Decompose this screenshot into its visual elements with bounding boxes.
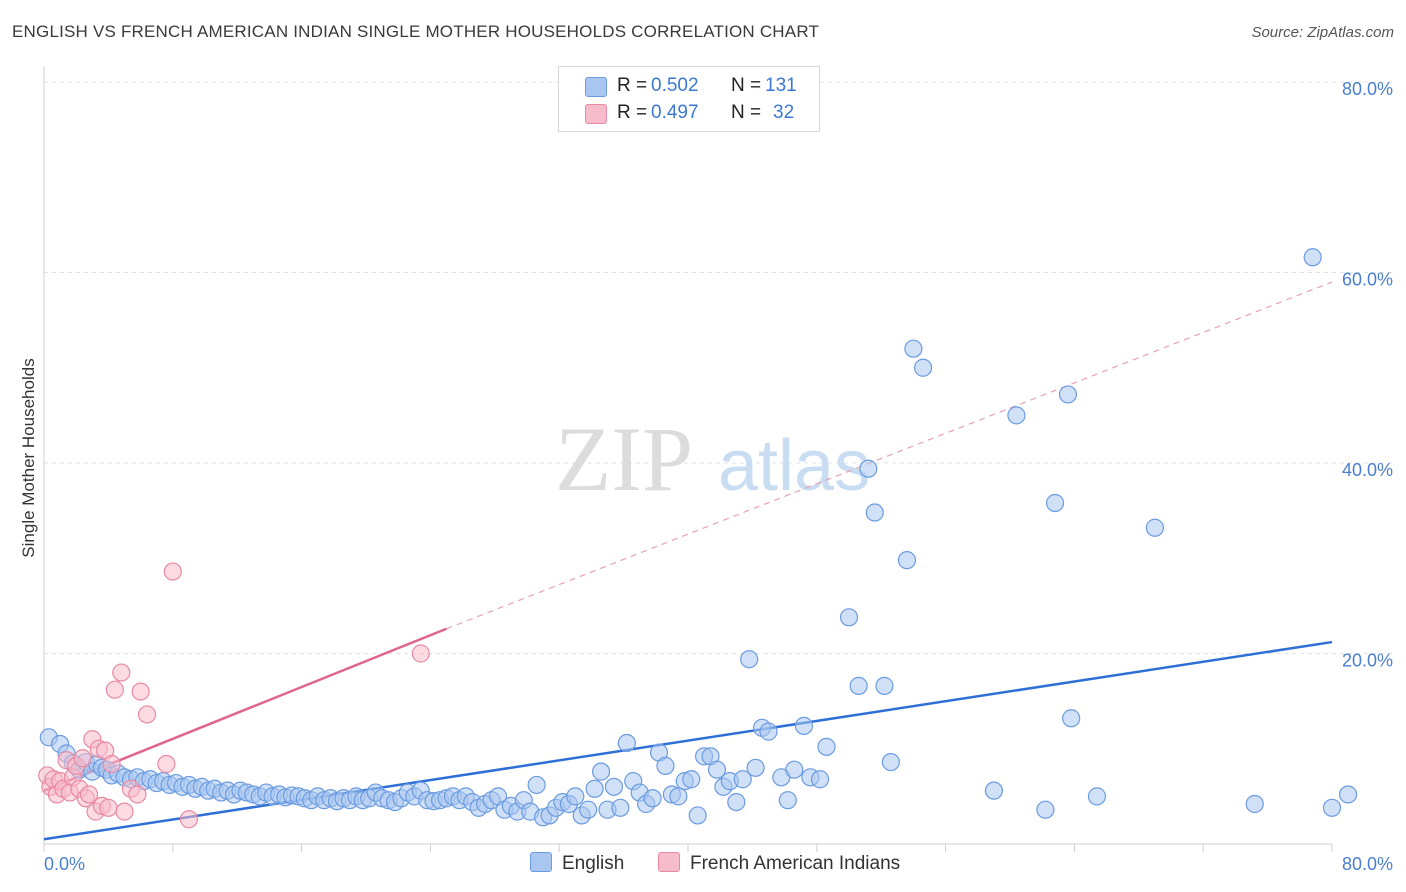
point-english — [611, 798, 630, 817]
point-english — [1058, 385, 1078, 404]
point-french-american-indians — [105, 680, 124, 699]
point-english — [897, 551, 917, 570]
watermark-atlas: atlas — [718, 426, 870, 506]
point-english — [733, 770, 752, 789]
point-english — [1062, 709, 1081, 728]
point-french-american-indians — [137, 705, 157, 724]
bottom-legend-swatch-english — [530, 852, 552, 872]
legend-swatch-english — [585, 77, 607, 97]
point-english — [778, 791, 797, 810]
x-tick-label: 0.0% — [44, 854, 85, 874]
point-english — [759, 722, 778, 741]
grid-lines — [44, 81, 1396, 654]
point-english — [656, 756, 675, 775]
point-english — [579, 800, 598, 819]
point-english — [527, 775, 546, 795]
point-french-american-indians — [112, 663, 131, 682]
y-tick-label: 40.0% — [1342, 460, 1393, 480]
point-english — [817, 737, 836, 756]
legend-n-value: 131 — [765, 75, 797, 96]
y-tick-label: 20.0% — [1342, 651, 1393, 671]
point-english — [1045, 493, 1065, 513]
data-points — [38, 248, 1358, 829]
point-english — [794, 716, 814, 735]
point-french-american-indians — [102, 754, 121, 774]
legend-r-value: 0.497 — [651, 102, 699, 123]
point-english — [1007, 406, 1026, 425]
bottom-legend-label-english: English — [562, 853, 625, 874]
point-english — [785, 760, 804, 779]
bottom-legend-swatch-french-american-indians — [658, 852, 680, 872]
trend-extension-french-american-indians — [446, 281, 1333, 630]
point-english — [1145, 518, 1165, 537]
point-english — [1322, 798, 1342, 817]
chart-title: ENGLISH VS FRENCH AMERICAN INDIAN SINGLE… — [12, 22, 820, 41]
point-english — [810, 770, 830, 789]
point-english — [1303, 248, 1322, 267]
point-english — [859, 459, 878, 478]
point-english — [746, 758, 765, 777]
point-english — [875, 676, 894, 695]
point-english — [617, 733, 636, 753]
axes — [43, 66, 1333, 852]
legend-swatch-french-american-indians — [585, 104, 607, 124]
point-english — [688, 806, 707, 825]
point-english — [849, 676, 868, 695]
trend-line-english — [43, 640, 1333, 841]
point-french-american-indians — [131, 682, 150, 701]
point-english — [904, 339, 923, 358]
point-french-american-indians — [411, 644, 430, 663]
point-english — [1036, 800, 1055, 819]
legend-n-label: N = — [731, 102, 762, 123]
x-tick-label: 80.0% — [1342, 854, 1393, 874]
point-english — [1245, 794, 1264, 814]
point-french-american-indians — [99, 798, 118, 817]
point-english — [913, 358, 933, 377]
point-english — [1087, 787, 1107, 806]
point-english — [865, 503, 884, 522]
point-french-american-indians — [128, 785, 147, 804]
point-french-american-indians — [157, 754, 176, 774]
point-english — [707, 760, 727, 779]
legend-r-value: 0.502 — [651, 75, 699, 96]
point-english — [740, 650, 759, 669]
point-french-american-indians — [79, 785, 99, 804]
watermark-zip: ZIP — [555, 408, 693, 510]
point-english — [984, 781, 1004, 800]
bottom-legend-english: English — [530, 852, 624, 875]
point-english — [566, 787, 585, 806]
bottom-legend-french-american-indians: French American Indians — [658, 852, 900, 875]
legend: R = 0.502 N = 131 R = 0.497 N = 32 — [558, 66, 820, 132]
point-french-american-indians — [73, 749, 92, 768]
y-tick-label: 60.0% — [1342, 270, 1393, 290]
legend-r-label: R = — [617, 102, 648, 123]
bottom-legend-label-french-american-indians: French American Indians — [690, 853, 901, 874]
point-english — [727, 792, 746, 812]
y-axis-label: Single Mother Households — [19, 358, 38, 557]
point-english — [839, 608, 859, 627]
point-french-american-indians — [115, 802, 134, 821]
point-english — [881, 752, 900, 772]
point-english — [682, 770, 701, 789]
y-tick-label: 80.0% — [1342, 79, 1393, 99]
point-english — [669, 787, 688, 806]
legend-n-label: N = — [731, 75, 762, 96]
source-label: Source: ZipAtlas.com — [1251, 24, 1394, 41]
point-english — [643, 789, 662, 808]
point-english — [1338, 785, 1358, 804]
point-french-american-indians — [179, 810, 198, 829]
tick-labels: 20.0% 40.0% 60.0% 80.0% 0.0% 80.0% — [44, 79, 1393, 874]
point-english — [604, 777, 624, 796]
trend-lines — [43, 281, 1333, 841]
legend-n-value: 32 — [773, 102, 795, 123]
legend-r-label: R = — [617, 75, 648, 96]
point-french-american-indians — [163, 562, 182, 581]
point-english — [585, 779, 604, 798]
watermark: ZIP atlas — [555, 408, 870, 510]
point-english — [591, 762, 611, 781]
